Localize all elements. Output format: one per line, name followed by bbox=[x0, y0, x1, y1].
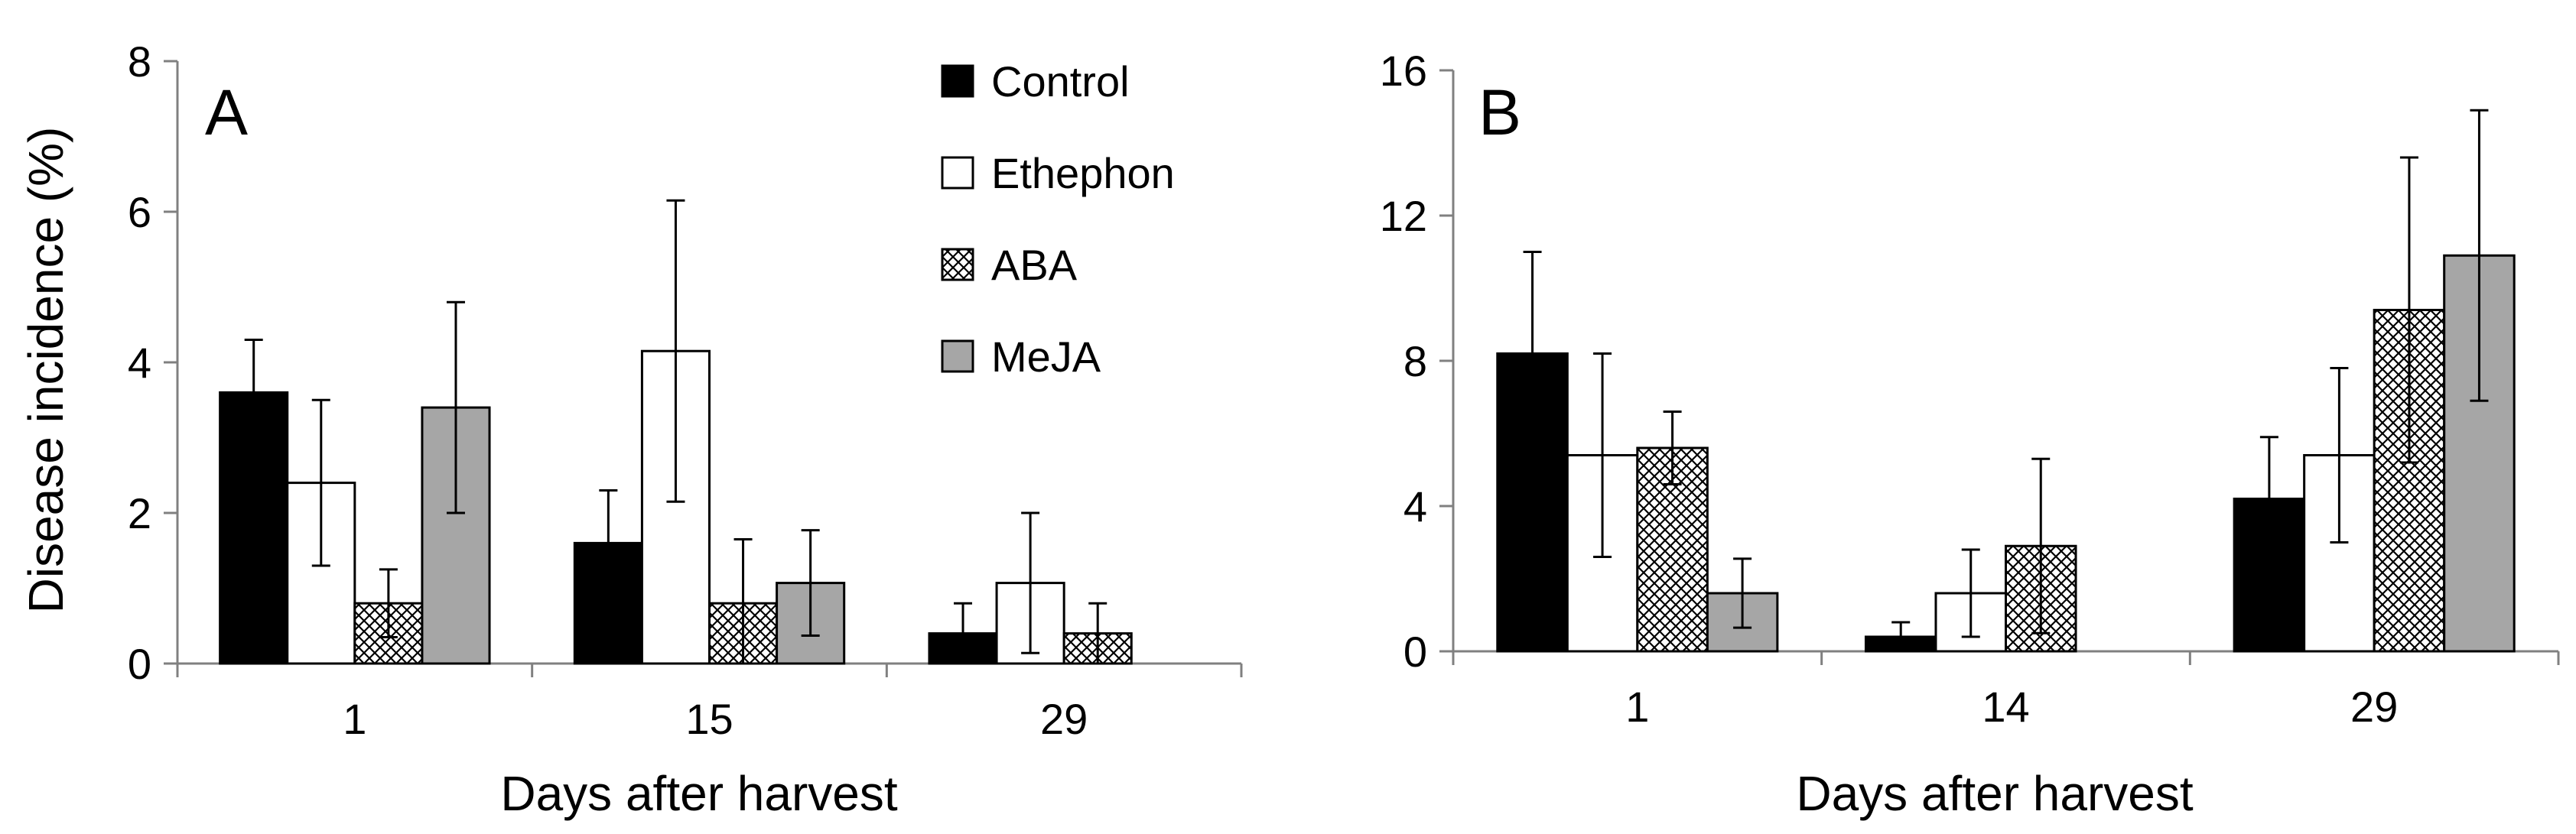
legend-label-meja: MeJA bbox=[991, 333, 1101, 381]
panel-a-ytick-label: 0 bbox=[128, 640, 151, 688]
panel-a-xtick-label: 29 bbox=[1040, 695, 1088, 743]
panel-a-ylabel: Disease incidence (%) bbox=[18, 127, 73, 614]
panel-a-chart: 0 2 4 6 8 1 15 29 bbox=[128, 37, 1243, 743]
panel-a-errorbar-meja-15 bbox=[801, 529, 820, 638]
panel-a-errorbar-aba-29 bbox=[1088, 602, 1107, 665]
panel-a-ytick-label: 8 bbox=[128, 37, 151, 86]
panel-b-ytick-label: 16 bbox=[1380, 47, 1427, 95]
panel-a-ytick-label: 4 bbox=[128, 339, 151, 387]
panel-b-chart: 0 4 8 12 16 1 14 29 bbox=[1380, 47, 2560, 731]
legend-label-ethephon: Ethephon bbox=[991, 149, 1175, 197]
legend-swatch-ethephon bbox=[941, 156, 974, 190]
panel-a-bar-control-15 bbox=[573, 541, 643, 665]
panel-a-errorbar-aba-1 bbox=[379, 568, 398, 639]
panel-b-errorbar-meja-29 bbox=[2470, 109, 2489, 402]
panel-a-xtick-label: 1 bbox=[343, 695, 366, 743]
panel-b-ytick-label: 8 bbox=[1403, 337, 1427, 385]
panel-b-xtick-label: 1 bbox=[1625, 683, 1649, 731]
panel-b-errorbar-meja-1 bbox=[1733, 557, 1752, 629]
panel-a-errorbar-control-29 bbox=[954, 602, 973, 665]
legend-label-aba: ABA bbox=[991, 241, 1078, 289]
panel-a-errorbar-ethephon-15 bbox=[666, 199, 685, 503]
legend: Control Ethephon ABA MeJA bbox=[941, 57, 1175, 381]
panel-a-xlabel: Days after harvest bbox=[500, 766, 898, 821]
panel-b-errorbar-control-29 bbox=[2259, 436, 2278, 562]
panel-b-errorbar-ethephon-29 bbox=[2330, 367, 2349, 544]
panel-b-errorbar-ethephon-1 bbox=[1593, 352, 1612, 558]
panel-b-errorbar-control-14 bbox=[1891, 621, 1911, 653]
panel-b-letter: B bbox=[1478, 76, 1521, 148]
legend-swatch-meja bbox=[941, 339, 974, 373]
legend-swatch-control bbox=[941, 64, 974, 98]
panel-b-bar-ethephon-29 bbox=[2303, 454, 2376, 653]
panel-b-errorbar-ethephon-14 bbox=[1961, 548, 1980, 638]
panel-b-ytick-label: 12 bbox=[1380, 192, 1427, 240]
panel-b-xlabel: Days after harvest bbox=[1796, 766, 2194, 821]
panel-a-ytick-label: 6 bbox=[128, 188, 151, 236]
panel-b-xtick-label: 29 bbox=[2350, 683, 2398, 731]
panel-a-xtick-label: 15 bbox=[685, 695, 733, 743]
panel-a-errorbar-meja-1 bbox=[446, 300, 465, 514]
panel-b-xtick-label: 14 bbox=[1982, 683, 2029, 731]
panel-a-errorbar-control-15 bbox=[599, 488, 618, 597]
panel-a-letter: A bbox=[205, 76, 248, 148]
panel-b-errorbar-control-1 bbox=[1523, 251, 1542, 456]
panel-b-errorbar-aba-1 bbox=[1663, 411, 1682, 485]
panel-b-ytick-label: 0 bbox=[1403, 628, 1427, 676]
panel-a-errorbar-aba-15 bbox=[733, 537, 753, 665]
panel-a-errorbar-ethephon-29 bbox=[1021, 511, 1040, 654]
panel-a-errorbar-control-1 bbox=[244, 338, 263, 446]
legend-swatch-aba bbox=[941, 248, 974, 281]
panel-a-errorbar-ethephon-1 bbox=[311, 398, 330, 567]
panel-a-ytick-label: 2 bbox=[128, 489, 151, 537]
legend-label-control: Control bbox=[991, 57, 1130, 105]
panel-b-errorbar-aba-29 bbox=[2399, 156, 2418, 464]
panel-b-ytick-label: 4 bbox=[1403, 482, 1427, 531]
panel-a-bar-meja-1 bbox=[421, 406, 491, 665]
panel-b-errorbar-aba-14 bbox=[2031, 457, 2051, 634]
